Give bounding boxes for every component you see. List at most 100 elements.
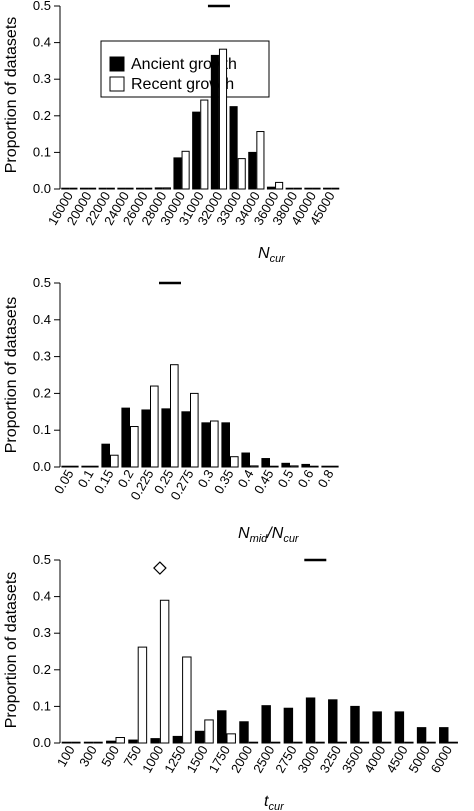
x-tick-label: 3500 — [339, 743, 366, 776]
legend-box — [100, 40, 270, 98]
x-tick-label: 500 — [98, 743, 122, 769]
x-tick-label: 2500 — [250, 743, 277, 776]
bar-ancient — [416, 727, 427, 744]
bar-recent — [162, 187, 171, 190]
bar-recent — [381, 741, 392, 744]
panel-ncur-ylabel: Proportion of datasets — [3, 17, 20, 174]
bar-ancient — [210, 54, 219, 190]
bar-ancient — [217, 710, 227, 744]
x-tick-label: 100 — [54, 743, 78, 769]
x-tick-label: 2000 — [228, 743, 255, 776]
bar-ancient — [106, 740, 116, 744]
bar-ancient — [154, 187, 163, 190]
bar-recent — [312, 187, 321, 190]
bar-ancient — [248, 151, 257, 190]
bar-ancient — [192, 111, 201, 190]
bar-recent — [237, 158, 246, 190]
x-tick-label: 1000 — [139, 743, 166, 776]
bar-recent — [150, 385, 159, 468]
bar-recent — [330, 465, 339, 468]
bar-recent — [270, 465, 279, 468]
x-tick-label: 3250 — [317, 743, 344, 776]
y-tick-label: 0.3 — [33, 349, 51, 364]
bar-ancient — [121, 407, 131, 468]
bar-recent — [256, 131, 265, 190]
bar-ancient — [283, 707, 294, 744]
x-tick-label: 1250 — [161, 743, 188, 776]
y-tick-label: 0.4 — [33, 35, 51, 50]
y-tick-label: 0.0 — [33, 735, 51, 750]
bar-recent — [404, 741, 414, 744]
x-tick-label: 0.8 — [315, 467, 337, 490]
panel-ncur-plot: 0.00.10.20.30.40.51600020000220002400026… — [33, 0, 340, 228]
bar-recent — [144, 187, 153, 190]
panel-tcur-xlabel: tcur — [264, 793, 285, 811]
marker-diamond — [153, 561, 167, 575]
legend-label-recent: Recent growth — [131, 76, 234, 93]
legend: Ancient growth Recent growth — [100, 40, 270, 98]
bar-recent — [293, 187, 302, 190]
bar-recent — [337, 741, 347, 744]
x-tick-label: 3000 — [294, 743, 321, 776]
bar-ancient — [266, 186, 276, 190]
bar-ancient — [128, 739, 138, 744]
x-tick-label: 2750 — [272, 743, 299, 776]
bar-ancient — [281, 462, 290, 468]
bar-ancient — [261, 458, 270, 468]
x-tick-label: 0.5 — [275, 467, 297, 490]
bar-ancient — [61, 187, 70, 190]
bar-ancient — [305, 697, 316, 744]
bar-recent — [230, 456, 239, 468]
bar-recent — [182, 656, 192, 744]
x-tick-label: 4000 — [361, 743, 388, 776]
bar-ancient — [117, 187, 126, 190]
x-tick-label: 0.15 — [91, 467, 117, 496]
bar-recent — [331, 187, 340, 190]
bar-ancient — [141, 409, 150, 468]
y-tick-label: 0.4 — [33, 589, 51, 604]
bar-ancient — [150, 738, 160, 744]
bar-recent — [210, 420, 219, 468]
bar-recent — [426, 741, 436, 744]
panel-nratio: Proportion of datasets Nmid/Ncur — [3, 297, 300, 545]
legend-swatch-recent — [109, 76, 125, 92]
bar-recent — [71, 741, 81, 744]
bar-recent — [130, 426, 139, 468]
bar-ancient — [394, 711, 405, 744]
bar-ancient — [229, 106, 238, 190]
y-tick-label: 0.1 — [33, 698, 51, 713]
bar-ancient — [173, 157, 182, 190]
bar-ancient — [439, 727, 449, 744]
bar-ancient — [101, 443, 111, 468]
bar-recent — [218, 48, 228, 190]
bar-recent — [181, 150, 190, 190]
panel-nratio-ylabel: Proportion of datasets — [3, 297, 20, 454]
bar-ancient — [350, 705, 360, 744]
bar-ancient — [83, 741, 94, 744]
bar-recent — [250, 465, 259, 468]
y-tick-label: 0.3 — [33, 625, 51, 640]
legend-label-ancient: Ancient growth — [131, 56, 237, 73]
x-tick-label: 300 — [76, 743, 100, 769]
bar-recent — [204, 719, 214, 744]
bar-recent — [275, 181, 284, 190]
y-tick-label: 0.1 — [33, 144, 51, 159]
x-tick-label: 6000 — [428, 743, 455, 776]
panel-tcur-ylabel: Proportion of datasets — [3, 572, 20, 729]
bar-recent — [190, 392, 199, 468]
bar-ancient — [181, 411, 190, 468]
bar-recent — [200, 99, 209, 190]
bar-recent — [88, 187, 97, 190]
bar-recent — [106, 187, 115, 190]
bar-recent — [226, 733, 236, 744]
bar-recent — [137, 646, 148, 744]
bar-ancient — [61, 741, 72, 744]
y-tick-label: 0.2 — [33, 662, 51, 677]
x-tick-label: 4500 — [383, 743, 410, 776]
bar-ancient — [372, 711, 382, 744]
bar-recent — [93, 741, 103, 744]
bar-ancient — [328, 699, 338, 744]
x-tick-label: 0.05 — [51, 467, 77, 496]
bar-ancient — [61, 465, 71, 468]
